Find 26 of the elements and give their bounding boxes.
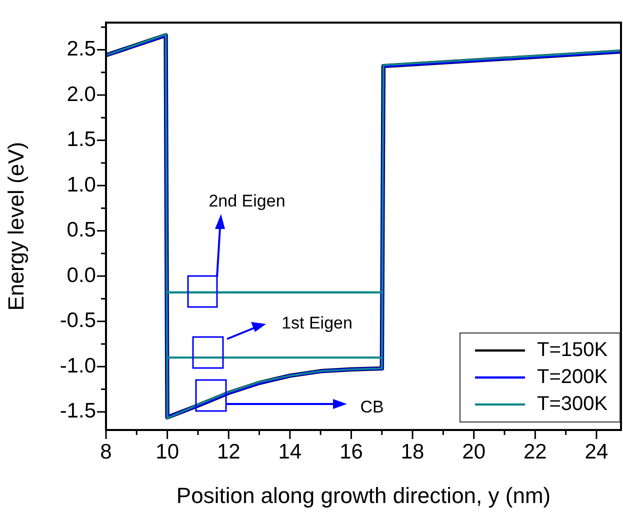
x-axis-title: Position along growth direction, y (nm) [176,482,551,508]
x-tick-label: 12 [216,440,240,464]
annotation: 2nd Eigen [208,192,286,211]
x-tick-label: 16 [340,440,363,464]
y-tick-label: 0.5 [66,218,96,242]
y-tick-label: 1.5 [66,128,96,152]
legend-label: T=200K [537,366,608,388]
x-tick-label: 10 [156,440,179,464]
x-tick-label: 8 [100,440,112,464]
annotation: CB [360,398,384,417]
x-tick-label: 24 [584,440,608,464]
legend-label: T=300K [537,393,608,416]
y-tick-label: 0.0 [66,264,96,287]
x-tick-label: 14 [278,440,302,464]
x-tick-label: 20 [462,440,486,464]
x-tick-label: 22 [523,440,547,464]
y-tick-label: 1.0 [66,173,96,196]
y-tick-label: -1.0 [60,354,96,378]
y-tick-label: -0.5 [60,309,96,332]
y-axis-title: Energy level (eV) [3,142,28,311]
y-tick-label: 2.0 [66,82,96,106]
legend-label: T=150K [537,339,608,362]
y-tick-label: 2.5 [66,38,96,61]
x-tick-label: 18 [400,440,424,464]
y-tick-label: -1.5 [60,400,96,423]
annotation: 1st Eigen [282,314,352,333]
